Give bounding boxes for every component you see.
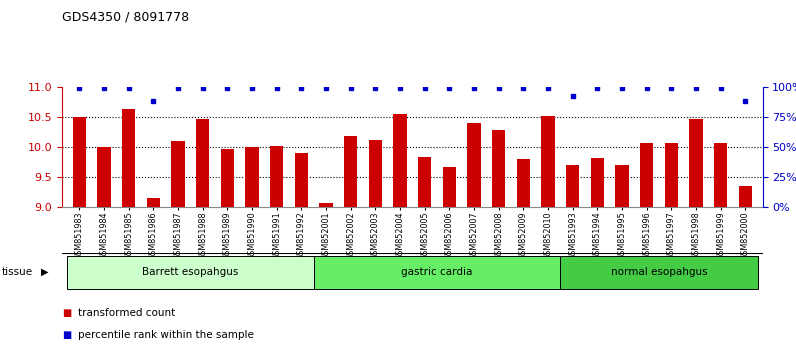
Text: percentile rank within the sample: percentile rank within the sample <box>78 330 254 339</box>
Bar <box>566 165 579 207</box>
Bar <box>97 147 111 207</box>
Bar <box>541 116 555 207</box>
Bar <box>418 157 431 207</box>
FancyBboxPatch shape <box>314 256 560 289</box>
Text: ■: ■ <box>62 308 72 318</box>
Bar <box>171 141 185 207</box>
Text: Barrett esopahgus: Barrett esopahgus <box>142 267 239 277</box>
Text: transformed count: transformed count <box>78 308 175 318</box>
Bar <box>344 136 357 207</box>
Text: tissue: tissue <box>2 267 33 277</box>
Bar <box>122 109 135 207</box>
Text: GDS4350 / 8091778: GDS4350 / 8091778 <box>62 11 189 24</box>
Bar <box>72 117 86 207</box>
Bar <box>665 143 678 207</box>
Bar <box>739 186 752 207</box>
FancyBboxPatch shape <box>67 256 314 289</box>
Bar <box>615 165 629 207</box>
Text: ▶: ▶ <box>41 267 49 277</box>
Bar <box>443 167 456 207</box>
Bar <box>220 149 234 207</box>
Text: gastric cardia: gastric cardia <box>401 267 473 277</box>
Bar <box>492 130 505 207</box>
Text: ■: ■ <box>62 330 72 339</box>
Bar <box>270 146 283 207</box>
Bar <box>146 198 160 207</box>
Bar <box>689 119 703 207</box>
Bar <box>319 203 333 207</box>
FancyBboxPatch shape <box>560 256 758 289</box>
Bar <box>369 140 382 207</box>
Bar <box>467 123 481 207</box>
Bar <box>714 143 728 207</box>
Text: normal esopahgus: normal esopahgus <box>611 267 708 277</box>
Bar <box>591 158 604 207</box>
Bar <box>393 114 407 207</box>
Bar <box>245 147 259 207</box>
Bar <box>640 143 654 207</box>
Bar <box>196 119 209 207</box>
Bar <box>517 159 530 207</box>
Bar <box>295 153 308 207</box>
